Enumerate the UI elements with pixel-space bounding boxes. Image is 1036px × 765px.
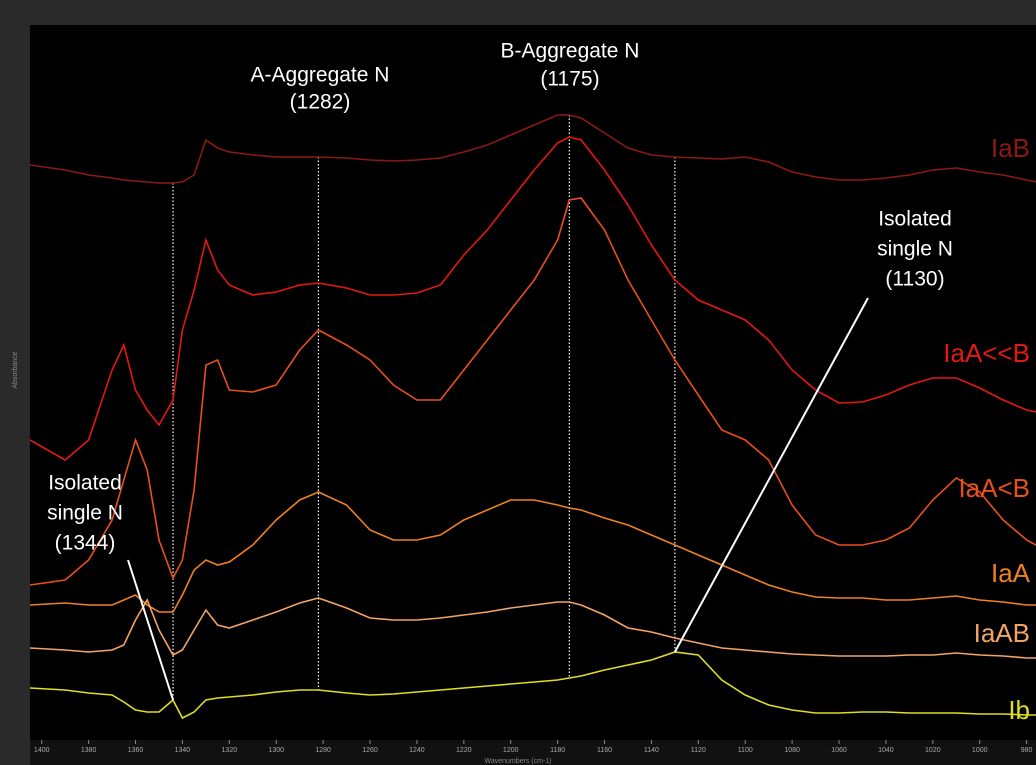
annotation-text: single N: [877, 238, 953, 261]
x-tick-label: 1200: [503, 747, 519, 754]
series-label: Ib: [1008, 695, 1030, 725]
pointer-line: [127, 559, 174, 701]
annotation-text: Isolated: [878, 208, 952, 231]
annotation-text: single N: [47, 502, 123, 525]
spectrum-line: [29, 197, 1036, 586]
x-tick-label: 1260: [362, 747, 378, 754]
spectrum-line: [29, 136, 1036, 461]
annotation-text: (1130): [885, 268, 944, 291]
x-tick-label: 1120: [691, 747, 706, 754]
x-tick-label: 1160: [597, 747, 612, 754]
x-tick-label: 1080: [784, 747, 800, 754]
x-axis-area: [30, 740, 1036, 765]
x-axis-label: Wavenumbers (cm-1): [484, 758, 551, 765]
series-label: IaA<<B: [943, 338, 1030, 368]
x-tick-label: 1380: [81, 747, 97, 754]
x-tick-label: 1300: [268, 747, 284, 754]
spectrum-line: [29, 597, 1036, 659]
x-tick-label: 1100: [738, 747, 753, 754]
x-tick-label: 1040: [878, 747, 894, 754]
x-tick-label: 1020: [925, 747, 941, 754]
spectrum-line: [29, 491, 1036, 613]
x-tick-label: 1360: [128, 747, 144, 754]
spectrum-line: [29, 114, 1036, 184]
x-tick-label: 1000: [972, 747, 988, 754]
series-label: IaA: [991, 558, 1031, 588]
x-tick-label: 1180: [550, 747, 565, 754]
x-tick-label: 1400: [34, 747, 50, 754]
annotation-text: (1344): [55, 532, 116, 555]
spectrum-line: [29, 651, 1036, 720]
annotation-text: (1282): [290, 91, 351, 114]
series-label: IaA<B: [958, 473, 1030, 503]
series-label: IaB: [991, 133, 1030, 163]
plot-area: [30, 25, 1036, 740]
y-axis-label: Absorbance: [12, 351, 19, 388]
series-label: IaAB: [974, 618, 1030, 648]
annotation-text: B-Aggregate N: [501, 40, 640, 63]
annotation-text: (1175): [540, 68, 599, 91]
x-tick-label: 1320: [222, 747, 238, 754]
x-tick-label: 1060: [831, 747, 847, 754]
x-tick-label: 1240: [409, 747, 425, 754]
annotation-text: A-Aggregate N: [251, 64, 390, 87]
x-tick-label: 1140: [644, 747, 659, 754]
x-tick-label: 980: [1021, 747, 1033, 754]
x-tick-label: 1280: [315, 747, 331, 754]
annotation-text: Isolated: [48, 472, 122, 495]
pointer-line: [673, 297, 869, 653]
x-tick-label: 1220: [456, 747, 472, 754]
x-tick-label: 1340: [175, 747, 191, 754]
